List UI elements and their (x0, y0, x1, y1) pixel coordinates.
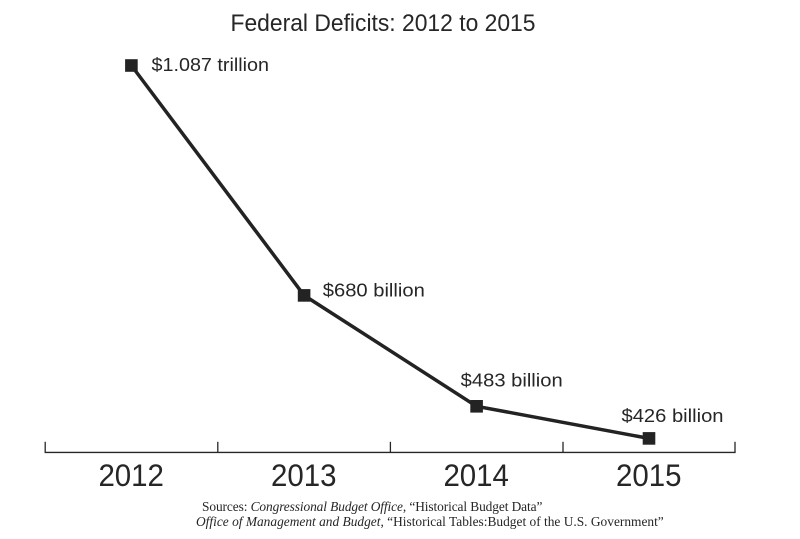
svg-text:Federal Deficits: 2012 to 2015: Federal Deficits: 2012 to 2015 (231, 10, 536, 37)
svg-text:2013: 2013 (271, 458, 337, 493)
svg-text:$426 billion: $426 billion (622, 406, 724, 426)
svg-text:2014: 2014 (443, 458, 509, 493)
svg-text:$680 billion: $680 billion (323, 281, 425, 301)
svg-text:2015: 2015 (616, 458, 682, 493)
svg-text:2012: 2012 (98, 458, 164, 493)
svg-text:$1.087 trillion: $1.087 trillion (152, 55, 270, 75)
svg-text:$483 billion: $483 billion (461, 371, 563, 391)
